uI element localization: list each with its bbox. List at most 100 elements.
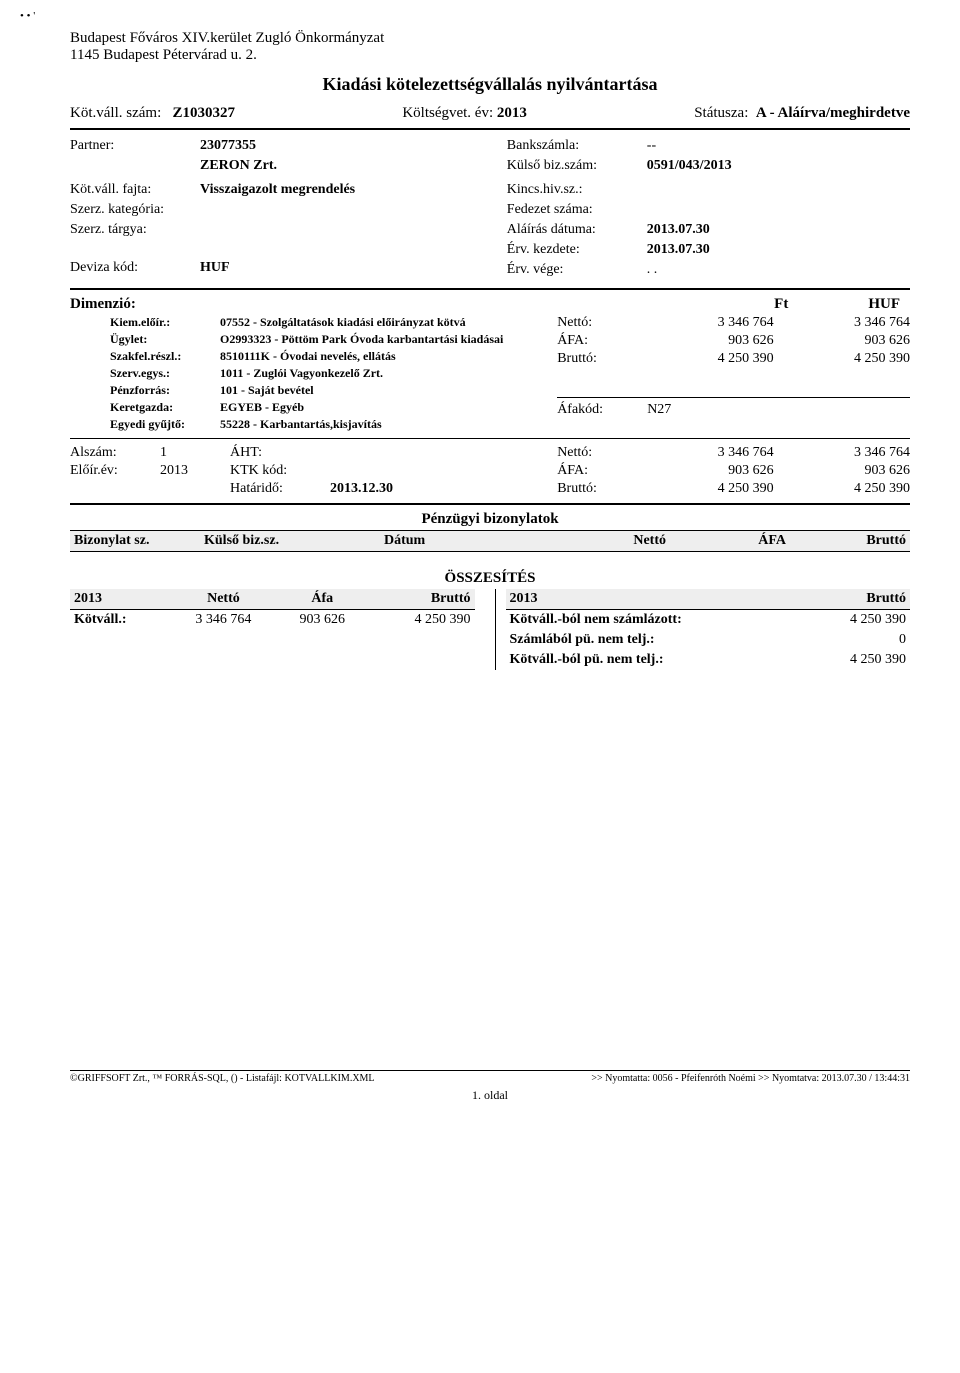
afa2-huf: 903 626 [800, 463, 910, 479]
org-name: Budapest Főváros XIV.kerület Zugló Önkor… [70, 30, 910, 47]
scan-mark: • • ' [20, 10, 35, 22]
kategoria-label: Szerz. kategória: [70, 202, 200, 218]
netto2-label: Nettó: [557, 445, 637, 461]
eloir-label: Előír.év: [70, 463, 160, 479]
brutto1-ft: 4 250 390 [664, 351, 774, 367]
ossz-kotvallbol-l: Kötváll.-ból pü. nem telj.: [510, 652, 770, 668]
kiem-label: Kiem.előír.: [110, 315, 220, 330]
keret-label: Keretgazda: [110, 400, 220, 415]
netto2-huf: 3 346 764 [800, 445, 910, 461]
partner-label: Partner: [70, 138, 200, 154]
ossz-nemszaml-v: 4 250 390 [770, 612, 907, 628]
partner-code: 23077355 [200, 138, 256, 154]
brutto2-label: Bruttó: [557, 481, 637, 497]
szerv-value: 1011 - Zuglói Vagyonkezelő Zrt. [220, 366, 383, 381]
fajta-label: Köt.váll. fajta: [70, 182, 200, 198]
kiem-value: 07552 - Szolgáltatások kiadási előirányz… [220, 315, 466, 330]
szakfel-label: Szakfel.részl.: [110, 349, 220, 364]
ossz-year-l: 2013 [74, 591, 174, 607]
ossz-kotvall-brutto: 4 250 390 [372, 612, 471, 628]
brutto2-huf: 4 250 390 [800, 481, 910, 497]
ossz-kotvall-afa: 903 626 [273, 612, 372, 628]
szakfel-value: 8510111K - Óvodai nevelés, ellátás [220, 349, 396, 364]
fedezet-label: Fedezet száma: [507, 202, 647, 218]
ktk-value [330, 463, 470, 479]
netto1-ft: 3 346 764 [664, 315, 774, 331]
egyedi-label: Egyedi gyűjtő: [110, 417, 220, 432]
egyedi-value: 55228 - Karbantartás,kisjavítás [220, 417, 382, 432]
ervkezd-value: 2013.07.30 [647, 242, 710, 258]
biz-h-datum: Dátum [380, 533, 540, 549]
kotvall-value: Z1030327 [172, 105, 235, 121]
afakod-label: Áfakód: [557, 402, 637, 418]
bankszamla-value: -- [647, 138, 656, 154]
szerv-label: Szerv.egys.: [110, 366, 220, 381]
alairas-value: 2013.07.30 [647, 222, 710, 238]
ossz-year-r: 2013 [510, 591, 867, 607]
brutto1-huf: 4 250 390 [800, 351, 910, 367]
targy-label: Szerz. tárgya: [70, 222, 200, 238]
netto1-label: Nettó: [557, 315, 637, 331]
ossz-szamlabol-l: Számlából pü. nem telj.: [510, 632, 770, 648]
fajta-value: Visszaigazolt megrendelés [200, 182, 355, 198]
alszam-value: 1 [160, 445, 230, 461]
ervkezd-label: Érv. kezdete: [507, 242, 647, 258]
afa1-huf: 903 626 [800, 333, 910, 349]
deviza-value: HUF [200, 260, 230, 276]
alszam-label: Alszám: [70, 445, 160, 461]
afa1-label: ÁFA: [557, 333, 637, 349]
ugylet-value: O2993323 - Pöttöm Park Óvoda karbantartá… [220, 332, 503, 347]
biz-h-netto: Nettó [540, 533, 670, 549]
biz-h-biz: Bizonylat sz. [70, 533, 200, 549]
kulso-value: 0591/043/2013 [647, 158, 732, 174]
hatarido-label: Határidő: [230, 481, 330, 497]
huf-header: HUF [868, 296, 900, 313]
footer-right: >> Nyomtatta: 0056 - Pfeifenróth Noémi >… [591, 1073, 910, 1084]
biz-header-row: Bizonylat sz. Külső biz.sz. Dátum Nettó … [70, 530, 910, 552]
koltsegvet-value: 2013 [497, 105, 527, 121]
kotvall-label: Köt.váll. szám: [70, 105, 161, 122]
ktk-label: KTK kód: [230, 463, 330, 479]
biz-h-kulso: Külső biz.sz. [200, 533, 380, 549]
ossz-kotvall-l: Kötváll.: [74, 612, 174, 628]
hatarido-value: 2013.12.30 [330, 481, 470, 497]
kulso-label: Külső biz.szám: [507, 158, 647, 174]
biz-h-afa: ÁFA [670, 533, 790, 549]
dimenzio-label: Dimenzió: [70, 296, 136, 313]
org-address: 1145 Budapest Pétervárad u. 2. [70, 47, 910, 64]
deviza-label: Deviza kód: [70, 260, 200, 276]
ervvege-label: Érv. vége: [507, 262, 647, 278]
page-number: 1. oldal [70, 1088, 910, 1103]
ft-header: Ft [774, 296, 788, 313]
netto1-huf: 3 346 764 [800, 315, 910, 331]
biz-h-brutto: Bruttó [790, 533, 910, 549]
ugylet-label: Ügylet: [110, 332, 220, 347]
ervvege-value: . . [647, 262, 658, 278]
ossz-kotvallbol-v: 4 250 390 [770, 652, 907, 668]
ossz-h-afa: Áfa [273, 591, 372, 607]
ossz-szamlabol-v: 0 [770, 632, 907, 648]
penz-value: 101 - Saját bevétel [220, 383, 314, 398]
koltsegvet-label: Költségvet. év: [402, 105, 493, 122]
afa1-ft: 903 626 [664, 333, 774, 349]
ossz-r-brutto-h: Bruttó [866, 591, 906, 607]
brutto2-ft: 4 250 390 [664, 481, 774, 497]
ossz-h-netto: Nettó [174, 591, 273, 607]
kincs-label: Kincs.hiv.sz.: [507, 182, 647, 198]
ossz-title: ÖSSZESÍTÉS [70, 570, 910, 587]
penz-label: Pénzforrás: [110, 383, 220, 398]
status-value: A - Aláírva/meghirdetve [756, 105, 910, 121]
ossz-kotvall-netto: 3 346 764 [174, 612, 273, 628]
page-title: Kiadási kötelezettségvállalás nyilvántar… [70, 74, 910, 95]
aht-value [330, 445, 470, 461]
brutto1-label: Bruttó: [557, 351, 637, 367]
ossz-nemszaml-l: Kötváll.-ból nem számlázott: [510, 612, 770, 628]
eloir-value: 2013 [160, 463, 230, 479]
afa2-ft: 903 626 [664, 463, 774, 479]
keret-value: EGYEB - Egyéb [220, 400, 304, 415]
aht-label: ÁHT: [230, 445, 330, 461]
pbiz-title: Pénzügyi bizonylatok [70, 511, 910, 528]
afa2-label: ÁFA: [557, 463, 637, 479]
bankszamla-label: Bankszámla: [507, 138, 647, 154]
partner-name: ZERON Zrt. [200, 158, 277, 174]
